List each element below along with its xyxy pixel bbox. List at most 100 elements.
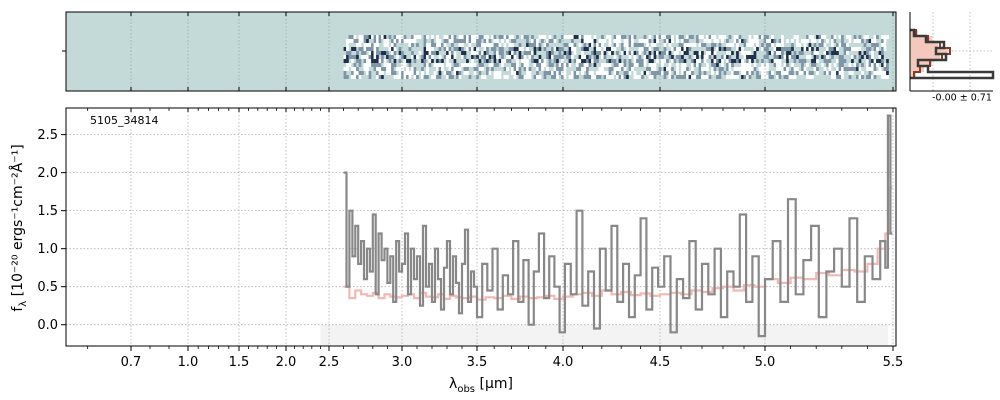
spectrum-2d-pixel — [708, 75, 712, 79]
spectrum-2d-pixel — [361, 51, 364, 55]
spectrum-2d-pixel — [581, 39, 584, 43]
spectrum-2d-pixel — [831, 35, 834, 39]
spectrum-2d-pixel — [881, 43, 884, 47]
spectrum-2d-pixel — [543, 63, 547, 67]
spectrum-2d-pixel — [406, 67, 409, 71]
spectrum-2d-pixel — [866, 39, 869, 43]
spectrum-2d-pixel — [581, 51, 584, 55]
spectrum-2d-pixel — [586, 59, 589, 63]
spectrum-2d-pixel — [366, 63, 369, 67]
spectrum-2d-pixel — [481, 51, 484, 55]
spectrum-2d-pixel — [661, 35, 664, 39]
spectrum-2d-pixel — [766, 55, 769, 59]
spectrum-2d-pixel — [838, 63, 842, 67]
spectrum-2d-pixel — [551, 71, 554, 75]
spectrum-2d-pixel — [513, 71, 517, 75]
spectrum-2d-pixel — [821, 55, 824, 59]
spectrum-2d-pixel — [678, 43, 682, 47]
spectrum-2d-pixel — [596, 51, 599, 55]
spectrum-2d-pixel — [511, 47, 514, 51]
spectrum-2d-pixel — [623, 59, 627, 63]
spectrum-2d-pixel — [748, 59, 752, 63]
spectrum-2d-pixel — [496, 63, 499, 67]
spectrum-2d-pixel — [831, 55, 834, 59]
spectrum-2d-pixel — [588, 43, 592, 47]
spectrum-2d-pixel — [653, 51, 657, 55]
spectrum-2d-pixel — [401, 35, 404, 39]
spectrum-2d-pixel — [426, 51, 429, 55]
spectrum-2d-pixel — [633, 55, 637, 59]
spectrum-2d-pixel — [493, 39, 497, 43]
spectrum-2d-pixel — [368, 47, 372, 51]
spectrum-2d-pixel — [656, 39, 659, 43]
spectrum-2d-pixel — [593, 51, 597, 55]
spectrum-2d-pixel — [498, 71, 502, 75]
spectrum-2d-pixel — [646, 47, 649, 51]
spectrum-2d-pixel — [451, 43, 454, 47]
spectrum-2d-pixel — [746, 63, 749, 67]
spectrum-2d-pixel — [753, 63, 757, 67]
spectrum-2d-pixel — [598, 75, 602, 79]
spectrum-2d-pixel — [476, 67, 479, 71]
spectrum-2d-pixel — [726, 55, 729, 59]
spectrum-2d-pixel — [521, 75, 524, 79]
spectrum-2d-pixel — [651, 63, 654, 67]
spectrum-2d-pixel — [743, 43, 747, 47]
spectrum-2d-pixel — [748, 71, 752, 75]
spectrum-2d-pixel — [621, 67, 624, 71]
spectrum-2d-pixel — [391, 43, 394, 47]
spectrum-2d-pixel — [581, 59, 584, 63]
spectrum-2d-pixel — [588, 71, 592, 75]
spectrum-2d-pixel — [426, 75, 429, 79]
spectrum-2d-pixel — [356, 55, 359, 59]
spectrum-2d-pixel — [413, 71, 417, 75]
spectrum-2d-pixel — [776, 47, 779, 51]
spectrum-2d-pixel — [606, 59, 609, 63]
spectrum-2d-pixel — [838, 71, 842, 75]
spectrum-2d-pixel — [858, 47, 862, 51]
spectrum-2d-pixel — [743, 39, 747, 43]
spectrum-2d-pixel — [686, 75, 689, 79]
spectrum-2d-pixel — [843, 51, 847, 55]
spectrum-2d-pixel — [663, 51, 667, 55]
spectrum-2d-pixel — [733, 75, 737, 79]
spectrum-2d-pixel — [571, 71, 574, 75]
spectrum-2d-pixel — [718, 59, 722, 63]
spectrum-2d-pixel — [368, 43, 372, 47]
spectrum-2d-pixel — [491, 55, 494, 59]
spectrum-2d-pixel — [601, 55, 604, 59]
spectrum-2d-pixel — [558, 39, 562, 43]
spectrum-2d-pixel — [538, 75, 542, 79]
spectrum-2d-pixel — [783, 47, 787, 51]
spectrum-2d-pixel — [456, 39, 459, 43]
spectrum-2d-pixel — [618, 75, 622, 79]
spectrum-2d-pixel — [851, 71, 854, 75]
spectrum-2d-pixel — [866, 55, 869, 59]
spectrum-2d-pixel — [756, 59, 759, 63]
spectrum-2d-pixel — [423, 59, 427, 63]
spectrum-2d-pixel — [493, 55, 497, 59]
x-axis-label-main: λ — [449, 376, 457, 392]
spectrum-2d-pixel — [426, 47, 429, 51]
spectrum-2d-pixel — [726, 51, 729, 55]
spectrum-2d-pixel — [421, 67, 424, 71]
spectrum-2d-pixel — [446, 55, 449, 59]
spectrum-2d-pixel — [876, 63, 879, 67]
spectrum-2d-pixel — [513, 39, 517, 43]
spectrum-2d-pixel — [368, 71, 372, 75]
spectrum-2d-pixel — [483, 51, 487, 55]
spectrum-2d-pixel — [461, 47, 464, 51]
spectrum-2d-pixel — [381, 35, 384, 39]
spectrum-2d-pixel — [496, 71, 499, 75]
spectrum-2d-pixel — [443, 47, 447, 51]
spectrum-2d-pixel — [391, 51, 394, 55]
object-id-label: 5105_34814 — [90, 114, 159, 127]
spectrum-2d-pixel — [446, 71, 449, 75]
spectrum-2d-pixel — [576, 35, 579, 39]
spectrum-2d-pixel — [701, 43, 704, 47]
spectrum-2d-pixel — [786, 51, 789, 55]
spectrum-2d-pixel — [811, 35, 814, 39]
spectrum-2d-pixel — [458, 43, 462, 47]
spectrum-2d-pixel — [573, 59, 577, 63]
spectrum-2d-pixel — [356, 59, 359, 63]
